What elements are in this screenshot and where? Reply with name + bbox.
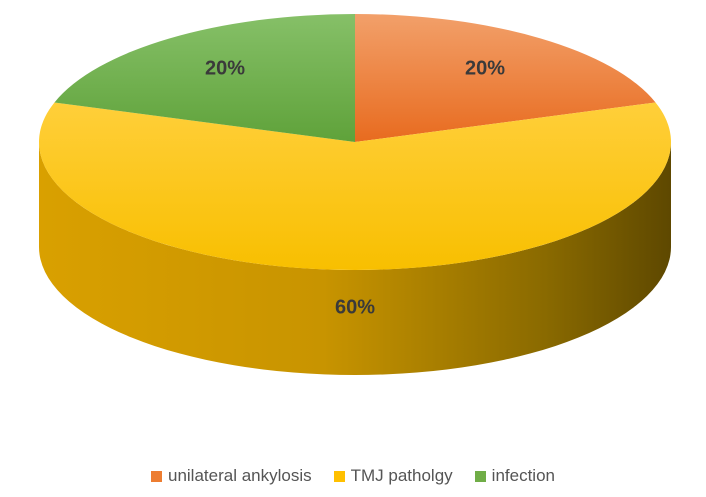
pie-slice-tmj-patholgy — [39, 102, 672, 270]
pie-slice-unilateral-ankylosis — [355, 14, 656, 142]
legend-swatch — [474, 470, 486, 482]
data-label-infection: 20% — [205, 57, 245, 79]
legend-item-unilateral-ankylosis: unilateral ankylosis — [150, 466, 312, 486]
pie-side-wall — [39, 142, 671, 375]
legend-swatch — [333, 470, 345, 482]
pie-chart-plot: 20% 60% 20% — [39, 14, 672, 375]
legend-item-infection: infection — [474, 466, 555, 486]
legend-swatch — [150, 470, 162, 482]
legend-item-tmj-patholgy: TMJ patholgy — [333, 466, 453, 486]
data-label-tmj-patholgy: 60% — [335, 297, 375, 319]
pie-slice-infection — [54, 14, 356, 142]
legend-label: infection — [491, 466, 555, 485]
legend-label: unilateral ankylosis — [167, 466, 312, 485]
legend-label: TMJ patholgy — [350, 466, 453, 485]
data-label-unilateral-ankylosis: 20% — [465, 57, 505, 79]
legend: unilateral ankylosis TMJ patholgy infect… — [0, 466, 706, 486]
